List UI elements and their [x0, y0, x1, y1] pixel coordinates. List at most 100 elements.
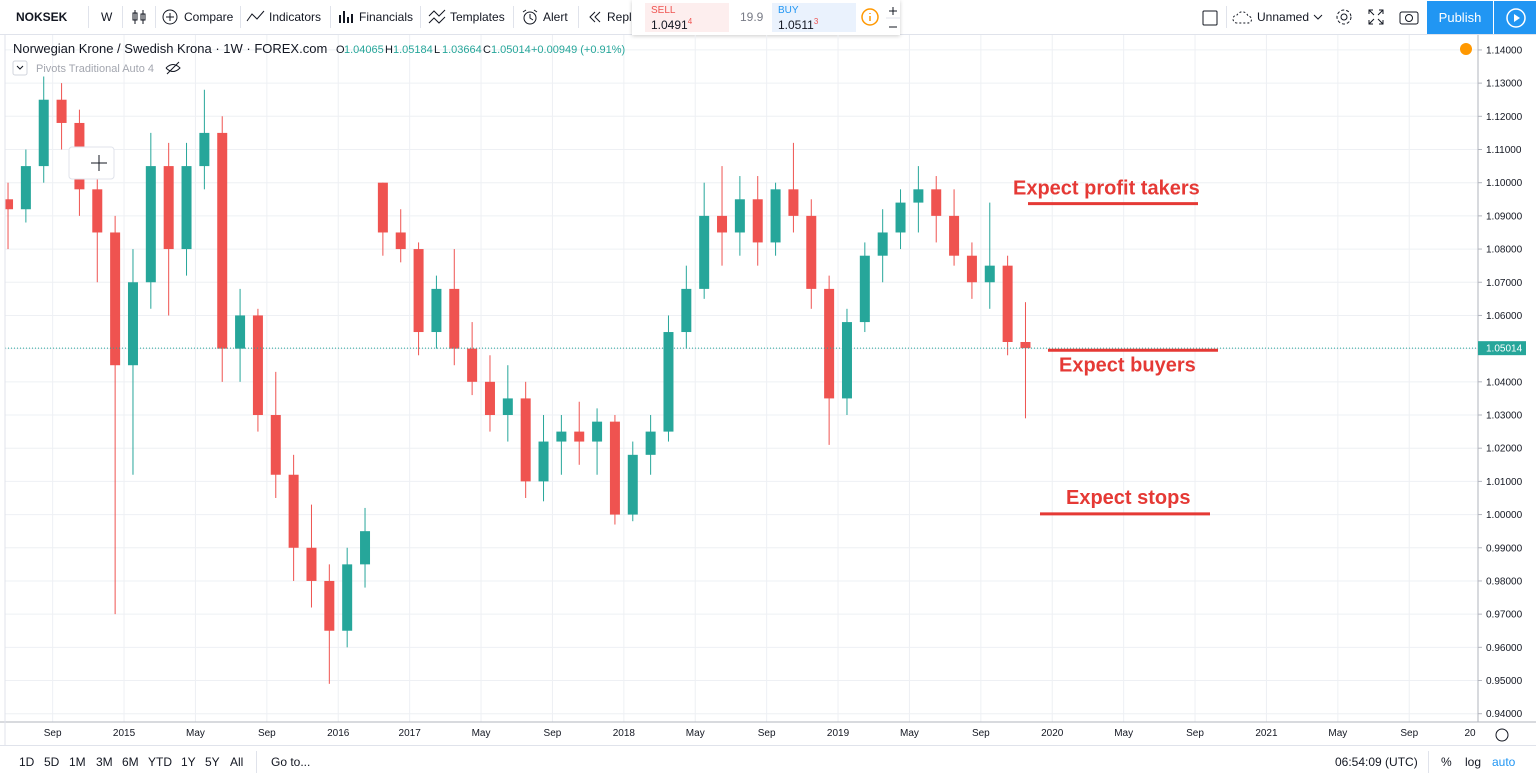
ohlc-key: O: [336, 44, 345, 56]
range-button[interactable]: 1M: [69, 755, 86, 769]
candle-body: [627, 454, 638, 515]
crosshair-icon: [91, 155, 107, 171]
candle-body: [931, 189, 942, 216]
x-tick-label: May: [900, 728, 919, 739]
x-tick-label: 2020: [1041, 728, 1064, 739]
y-tick-label: 1.12000: [1486, 112, 1523, 123]
sell-button[interactable]: SELL 1.04914: [645, 3, 729, 32]
candle-body: [788, 189, 799, 216]
replay-play-button[interactable]: [1494, 1, 1536, 34]
rectangle-icon[interactable]: [1202, 10, 1218, 26]
settings-icon[interactable]: [1335, 8, 1353, 26]
percent-toggle[interactable]: %: [1441, 755, 1452, 769]
candle-body: [484, 381, 495, 416]
x-tick-label: Sep: [972, 728, 990, 739]
financials-icon: [339, 11, 353, 23]
candle-body: [199, 132, 210, 167]
financials-button[interactable]: Financials: [359, 10, 414, 24]
publish-button[interactable]: Publish: [1427, 1, 1493, 34]
ohlc-value: 1.05184: [393, 44, 433, 56]
candle-body: [413, 249, 424, 333]
x-tick-label: 2019: [827, 728, 850, 739]
cloud-icon: [1232, 11, 1252, 24]
candle-body: [145, 166, 156, 283]
candle-body: [824, 288, 835, 399]
bottom-toolbar: 1D 5D 1M 3M 6M YTD 1Y 5Y All Go to... 06…: [0, 745, 1536, 777]
replay-button[interactable]: Repl: [607, 10, 632, 24]
y-tick-label: 0.99000: [1486, 543, 1523, 554]
plot: [5, 35, 1478, 722]
range-button[interactable]: 5Y: [205, 755, 220, 769]
buy-price: 1.05113: [778, 17, 818, 32]
last-price-label: 1.05014: [1486, 344, 1523, 355]
x-tick-label: Sep: [44, 728, 62, 739]
candle-body: [806, 215, 817, 289]
last-price-tag: [1478, 341, 1526, 356]
y-tick-label: 1.07000: [1486, 278, 1523, 289]
change: +0.00949 (+0.91%): [531, 44, 625, 56]
candle-body: [467, 348, 478, 382]
range-button[interactable]: YTD: [148, 755, 172, 769]
candle-body: [306, 547, 317, 581]
range-button[interactable]: 5D: [44, 755, 60, 769]
compare-button[interactable]: Compare: [184, 10, 234, 24]
buy-label: BUY: [778, 5, 799, 16]
range-button[interactable]: All: [230, 755, 244, 769]
candle-body: [752, 199, 763, 243]
goto-button[interactable]: Go to...: [271, 755, 311, 769]
layout-name[interactable]: Unnamed: [1257, 10, 1310, 24]
y-tick-label: 1.09000: [1486, 211, 1523, 222]
y-tick-label: 0.96000: [1486, 643, 1523, 654]
candle-body: [56, 99, 67, 123]
candle-body: [110, 232, 121, 366]
range-button[interactable]: 1Y: [181, 755, 196, 769]
candle-body: [859, 255, 870, 323]
fullscreen-icon[interactable]: [1368, 9, 1384, 25]
candle-body: [913, 189, 924, 203]
candle-body: [127, 282, 138, 366]
y-tick-label: 0.95000: [1486, 676, 1523, 687]
ohlc-key: L: [434, 44, 440, 56]
range-button[interactable]: 6M: [122, 755, 139, 769]
x-tick-label: May: [1114, 728, 1133, 739]
candle-body: [592, 421, 603, 442]
ohlc-key: H: [385, 44, 393, 56]
auto-toggle[interactable]: auto: [1492, 755, 1516, 769]
chart-style-icon[interactable]: [131, 9, 147, 25]
compare-icon: [162, 9, 178, 25]
x-tick-label: Sep: [1400, 728, 1418, 739]
symbol[interactable]: NOKSEK: [16, 10, 68, 24]
candle-body: [699, 215, 710, 289]
candle-body: [449, 288, 460, 349]
buy-button[interactable]: BUY 1.05113: [772, 3, 856, 32]
candle-body: [574, 431, 585, 442]
indicator-toggle: [12, 60, 28, 76]
candle-body: [360, 531, 371, 565]
range-button[interactable]: 1D: [19, 755, 35, 769]
alert-button[interactable]: Alert: [543, 10, 568, 24]
candle-body: [841, 322, 852, 399]
candle-body: [1002, 265, 1013, 342]
chart: 0.94000 0.95000 0.96000 0.97000 0.98000 0.990…: [0, 35, 1536, 745]
candle-body: [235, 315, 246, 349]
range-button[interactable]: 3M: [96, 755, 113, 769]
candle-body: [217, 132, 228, 349]
interval[interactable]: W: [101, 10, 113, 24]
candle-body: [966, 255, 977, 283]
candle-body: [556, 431, 567, 442]
candle-body: [395, 232, 406, 250]
sell-price: 1.04914: [651, 17, 692, 32]
snapshot-icon[interactable]: [1399, 9, 1419, 25]
sell-label: SELL: [651, 5, 676, 16]
templates-button[interactable]: Templates: [450, 10, 505, 24]
indicators-button[interactable]: Indicators: [269, 10, 322, 24]
x-tick-label: 2015: [113, 728, 136, 739]
candle-body: [645, 431, 656, 455]
alert-dot: [1460, 43, 1472, 55]
info-icon[interactable]: [861, 8, 879, 26]
log-toggle[interactable]: log: [1465, 755, 1482, 769]
buy-price-main: 1.0511: [778, 18, 814, 32]
zoom-buttons[interactable]: [886, 3, 900, 33]
candle-body: [502, 398, 513, 416]
candle-body: [270, 415, 281, 475]
